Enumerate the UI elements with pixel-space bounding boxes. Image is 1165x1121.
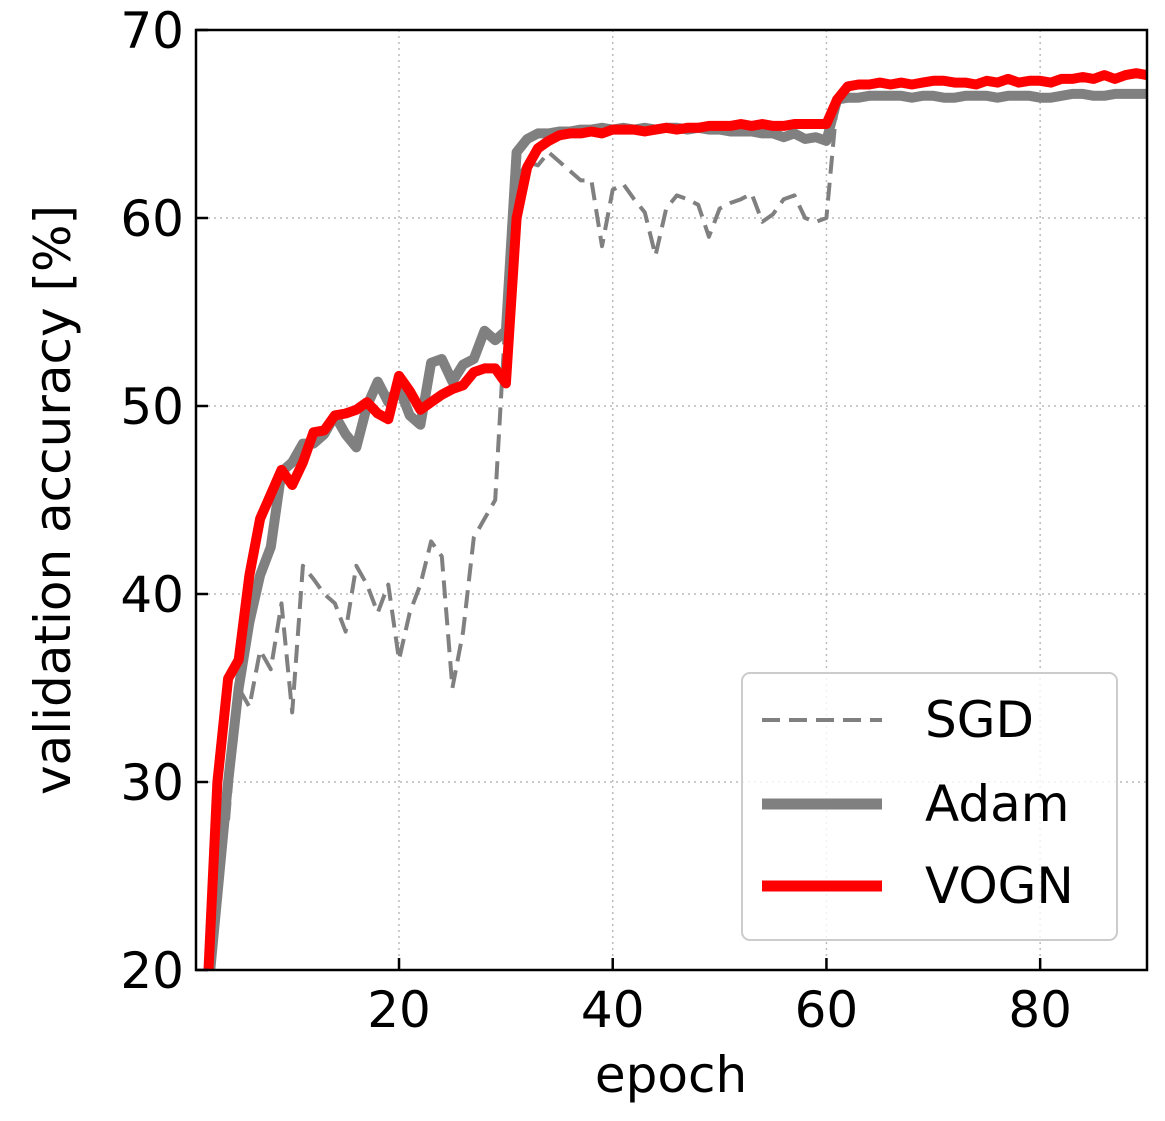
series-group xyxy=(203,68,1147,970)
y-tick-label: 50 xyxy=(120,378,184,436)
legend: SGD Adam VOGN xyxy=(741,672,1118,941)
legend-box xyxy=(741,672,1118,941)
x-tick-label: 40 xyxy=(581,981,645,1039)
y-tick-label: 30 xyxy=(120,754,184,812)
x-tick-label: 60 xyxy=(795,981,859,1039)
y-tick-label: 20 xyxy=(120,942,184,1000)
x-tick-label: 20 xyxy=(367,981,431,1039)
legend-label-sgd: SGD xyxy=(925,691,1034,749)
legend-label-adam: Adam xyxy=(925,775,1069,833)
series-line-vogn xyxy=(203,68,1147,970)
x-tick-label: 80 xyxy=(1008,981,1072,1039)
y-tick-label: 70 xyxy=(120,2,184,60)
ticks: 20 40 60 80 20 30 40 50 60 70 xyxy=(120,2,1072,1039)
y-axis-label: validation accuracy [%] xyxy=(24,205,82,795)
y-tick-label: 60 xyxy=(120,190,184,248)
x-axis-label: epoch xyxy=(595,1046,747,1104)
plot-frame xyxy=(194,28,1149,972)
legend-label-vogn: VOGN xyxy=(925,857,1074,915)
y-tick-label: 40 xyxy=(120,566,184,624)
